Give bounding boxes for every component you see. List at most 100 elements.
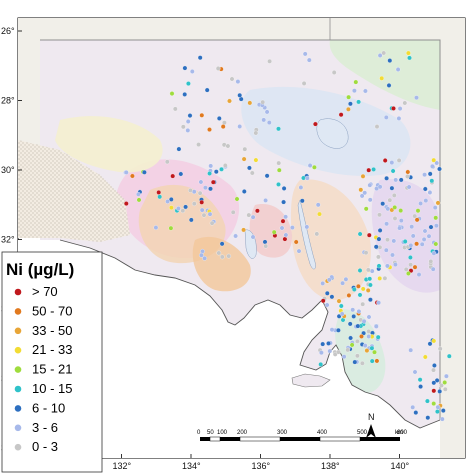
sample-point <box>180 124 186 130</box>
sample-point <box>168 197 174 202</box>
sample-point <box>235 79 241 84</box>
sample-point <box>360 286 366 292</box>
sample-point <box>397 225 402 231</box>
sample-point <box>418 384 423 389</box>
sample-point <box>382 158 388 163</box>
sample-point <box>182 92 188 97</box>
sample-point <box>373 244 379 250</box>
sample-point <box>280 218 286 224</box>
sample-point <box>233 233 238 239</box>
sample-point <box>425 415 431 421</box>
sample-point <box>234 196 240 202</box>
sample-point <box>346 106 351 112</box>
legend-swatch <box>14 385 22 393</box>
legend: Ni (µg/L) > 70 50 - 70 33 - 50 21 - 33 15 - … <box>1 251 103 473</box>
sample-point <box>348 101 353 107</box>
sample-point <box>408 243 414 248</box>
sample-point <box>153 225 159 230</box>
geology-patch-mint <box>335 309 386 394</box>
sample-point <box>250 214 256 220</box>
scale-bar-tick-label: 400 <box>317 430 328 436</box>
sample-point <box>241 189 247 194</box>
sample-point <box>213 169 219 175</box>
scale-bar-tick-label: 600 <box>397 430 408 436</box>
sample-point <box>260 99 266 105</box>
sample-point <box>315 202 321 208</box>
sample-point <box>360 360 365 366</box>
sample-point <box>329 327 335 333</box>
sample-point <box>423 198 429 203</box>
sample-point <box>369 358 375 364</box>
scale-bar-seg-1 <box>200 437 210 441</box>
sample-point <box>178 171 184 177</box>
sample-point <box>422 172 427 178</box>
sample-point <box>219 254 225 260</box>
sample-point <box>363 206 369 212</box>
sample-point <box>320 298 326 304</box>
sample-point <box>271 229 277 235</box>
state-border <box>40 39 441 420</box>
sample-point <box>276 182 281 187</box>
sample-point <box>359 334 364 339</box>
sample-point <box>371 167 376 172</box>
sample-point <box>425 398 430 404</box>
sample-point <box>430 266 436 272</box>
sample-point <box>369 268 375 274</box>
sample-point <box>402 239 408 244</box>
sample-point <box>262 239 268 245</box>
geology-patch-peach <box>290 179 371 300</box>
sample-point <box>345 347 351 353</box>
sample-point <box>172 106 178 112</box>
sample-point <box>324 302 330 308</box>
sample-point <box>215 66 221 71</box>
sample-point <box>414 217 420 223</box>
sample-point <box>435 409 440 414</box>
sample-point <box>434 223 439 229</box>
sample-point <box>422 228 428 234</box>
legend-swatch <box>14 327 22 335</box>
geology-patch-green <box>329 40 440 110</box>
sample-points <box>123 50 452 422</box>
sample-point <box>395 67 401 72</box>
legend-swatch <box>14 405 22 412</box>
sample-point <box>414 95 419 101</box>
legend-swatch <box>14 443 22 451</box>
sample-point <box>431 157 437 163</box>
sample-point <box>200 248 205 254</box>
sample-point <box>346 293 352 298</box>
map-area <box>18 18 465 458</box>
sample-point <box>230 209 236 215</box>
sample-point <box>327 348 333 354</box>
sample-point <box>207 127 212 132</box>
sample-point <box>385 263 390 269</box>
sample-point <box>369 345 375 351</box>
sample-point <box>377 184 383 190</box>
sample-point <box>247 165 252 171</box>
sample-point <box>357 231 363 237</box>
sample-point <box>355 338 360 344</box>
sample-point <box>390 252 395 258</box>
scale-bar-tick-label: 50 <box>207 430 214 436</box>
sample-point <box>439 416 445 422</box>
sample-point <box>123 170 129 175</box>
legend-swatch <box>14 346 22 354</box>
sample-point <box>409 224 415 230</box>
sample-point <box>376 263 382 269</box>
sample-point <box>208 186 213 192</box>
sample-point <box>318 362 324 367</box>
scale-bar: 0 50 100 200 300 400 500 600 km <box>197 430 408 442</box>
sample-point <box>350 307 356 313</box>
sample-point <box>418 201 423 206</box>
sample-point <box>437 389 443 394</box>
sample-point <box>176 146 182 152</box>
sample-point <box>336 313 342 319</box>
sample-point <box>320 341 326 347</box>
sample-point <box>319 350 324 356</box>
sample-point <box>387 58 393 63</box>
longitude-label: 136° <box>252 461 271 471</box>
sample-point <box>130 173 135 179</box>
sample-point <box>393 177 399 183</box>
sample-point <box>290 225 295 230</box>
sample-point <box>376 300 381 306</box>
